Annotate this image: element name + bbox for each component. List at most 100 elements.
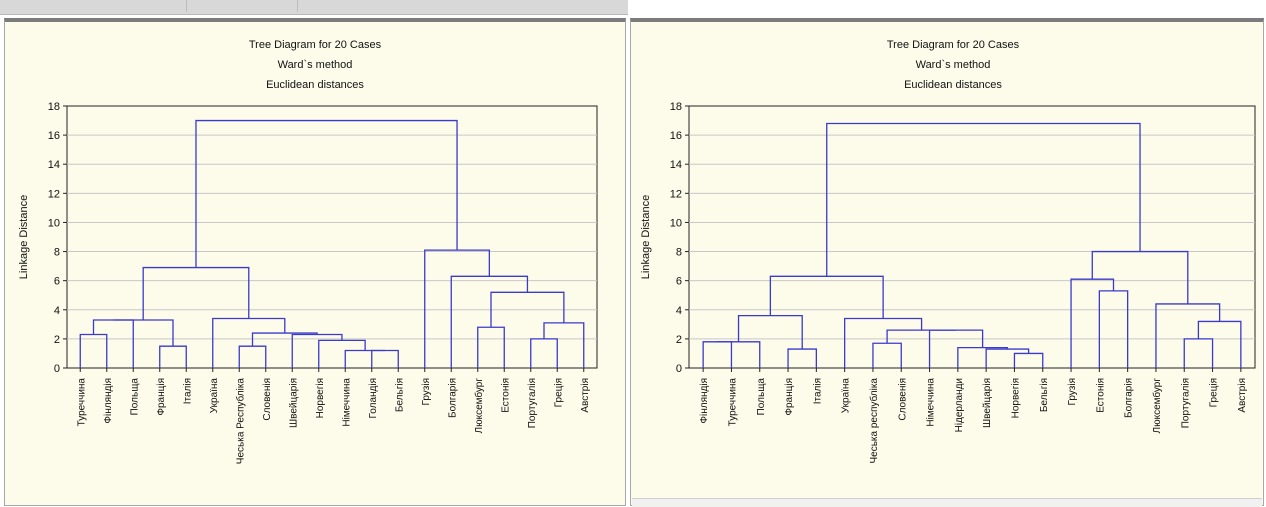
leaf-label: Естонія xyxy=(1095,378,1106,413)
dendrogram-link xyxy=(318,339,366,368)
dendrogram-link xyxy=(371,349,399,368)
y-tick-label: 16 xyxy=(48,130,60,142)
leaf-label: Італія xyxy=(812,378,823,404)
leaf-label: Швейцарія xyxy=(288,378,299,428)
chart-title-line: Euclidean distances xyxy=(904,79,1002,91)
dendrogram-link xyxy=(826,122,1141,277)
dendrogram-link xyxy=(1013,352,1044,368)
toolbar-segment xyxy=(187,0,298,12)
leaf-label: Норвегія xyxy=(1010,378,1021,418)
y-tick-label: 12 xyxy=(670,188,682,200)
leaf-label: Грузія xyxy=(421,378,432,406)
chart-title-line: Euclidean distances xyxy=(266,79,364,91)
dendrogram-link xyxy=(79,333,108,368)
leaf-label: Фінляндія xyxy=(103,378,114,424)
dendrogram-link xyxy=(1183,338,1214,368)
leaf-label: Болгарія xyxy=(447,378,458,418)
y-tick-label: 8 xyxy=(54,247,60,259)
leaf-label: Грузія xyxy=(1067,378,1078,406)
top-toolbar-strip xyxy=(0,0,628,15)
chart-panel-right: Tree Diagram for 20 Cases Ward`s method Eu… xyxy=(630,18,1264,506)
chart-title-line: Tree Diagram for 20 Cases xyxy=(887,39,1020,51)
leaf-label: Естонія xyxy=(500,378,511,413)
leaf-label: Норвегія xyxy=(315,378,326,418)
dendrogram-link xyxy=(702,341,733,368)
dendrogram-link xyxy=(450,275,529,368)
dendrogram-link xyxy=(985,348,1030,368)
dendrogram-link xyxy=(238,345,267,368)
leaf-label: Португалія xyxy=(527,378,538,428)
leaf-label: Чеська республіка xyxy=(868,378,880,464)
dendrogram-link xyxy=(957,346,1009,368)
dendrogram-link xyxy=(195,119,458,268)
y-tick-label: 14 xyxy=(48,159,60,171)
y-tick-label: 4 xyxy=(676,305,682,317)
y-tick-label: 8 xyxy=(676,247,682,259)
leaf-label: Польща xyxy=(129,378,140,416)
y-tick-label: 6 xyxy=(676,276,682,288)
chart-title-line: Tree Diagram for 20 Cases xyxy=(249,39,382,51)
chart-panel-left: Tree Diagram for 20 Cases Ward`s method Eu… xyxy=(4,18,626,506)
dendrogram-link xyxy=(1155,303,1221,368)
dendrogram-link xyxy=(1197,320,1242,368)
y-tick-label: 4 xyxy=(54,305,60,317)
toolbar-segment xyxy=(0,0,187,12)
leaf-label: Бельгія xyxy=(394,378,405,412)
dendrogram-link xyxy=(872,342,902,368)
dendrogram-link xyxy=(92,319,134,368)
dendrogram-link xyxy=(1098,290,1129,368)
leaf-label: Греція xyxy=(553,378,564,407)
dendrogram-link xyxy=(142,266,250,320)
dendrogram-link xyxy=(543,322,585,368)
leaf-label: Бельгія xyxy=(1039,378,1050,412)
leaf-label: Австрія xyxy=(1237,378,1248,413)
leaf-label: Туреччина xyxy=(727,378,738,427)
leaf-label: Польща xyxy=(756,378,767,416)
y-tick-label: 10 xyxy=(670,217,682,229)
leaf-label: Люксембург xyxy=(473,378,485,434)
y-tick-label: 0 xyxy=(54,363,60,375)
y-tick-label: 12 xyxy=(48,188,60,200)
dendrogram-link xyxy=(212,317,286,368)
dendrogram-links xyxy=(79,119,585,368)
leaf-label: Португалія xyxy=(1180,378,1191,428)
leaf-label: Італія xyxy=(182,378,193,404)
dendrogram-right: Tree Diagram for 20 Cases Ward`s method Eu… xyxy=(640,39,1256,464)
dendrogram-link xyxy=(787,348,817,368)
y-tick-label: 10 xyxy=(48,217,60,229)
leaf-label: Німеччина xyxy=(926,378,937,427)
chart-title-line: Ward`s method xyxy=(916,59,991,71)
dendrogram-link xyxy=(113,319,174,347)
leaf-label: Фінляндія xyxy=(699,378,710,424)
leaf-label: Словенія xyxy=(262,378,273,421)
leaf-label: Нідерланди xyxy=(954,378,965,432)
y-axis-label: Linkage Distance xyxy=(640,195,652,279)
dendrogram-left: Tree Diagram for 20 Cases Ward`s method Eu… xyxy=(18,39,598,465)
y-tick-label: 14 xyxy=(670,159,682,171)
dendrogram-link xyxy=(344,349,385,368)
plot-frame xyxy=(688,105,1256,369)
dendrogram-link xyxy=(886,329,957,344)
leaf-label: Швейцарія xyxy=(982,378,993,428)
leaf-label: Болгарія xyxy=(1124,378,1135,418)
dendrogram-link xyxy=(1070,278,1115,368)
dendrogram-link xyxy=(737,314,803,350)
dendrogram-link xyxy=(251,332,318,347)
leaf-label: Греція xyxy=(1209,378,1220,407)
leaf-label: Україна xyxy=(841,378,852,414)
leaf-label: Туреччина xyxy=(76,378,87,427)
leaf-label: Німеччина xyxy=(341,378,352,427)
leaf-label: Чеська Республіка xyxy=(234,378,246,465)
dendrogram-link xyxy=(424,249,490,368)
leaf-label: Франція xyxy=(156,378,167,416)
leaf-label: Люксембург xyxy=(1151,378,1163,434)
plot-frame xyxy=(66,105,598,369)
dendrogram-link xyxy=(530,338,558,368)
dendrogram-links xyxy=(702,122,1242,368)
dendrogram-link xyxy=(159,345,187,368)
y-tick-label: 18 xyxy=(670,101,682,113)
y-tick-label: 18 xyxy=(48,101,60,113)
y-axis-label: Linkage Distance xyxy=(18,195,30,279)
leaf-label: Голандія xyxy=(368,378,379,418)
dendrogram-link xyxy=(717,341,761,368)
